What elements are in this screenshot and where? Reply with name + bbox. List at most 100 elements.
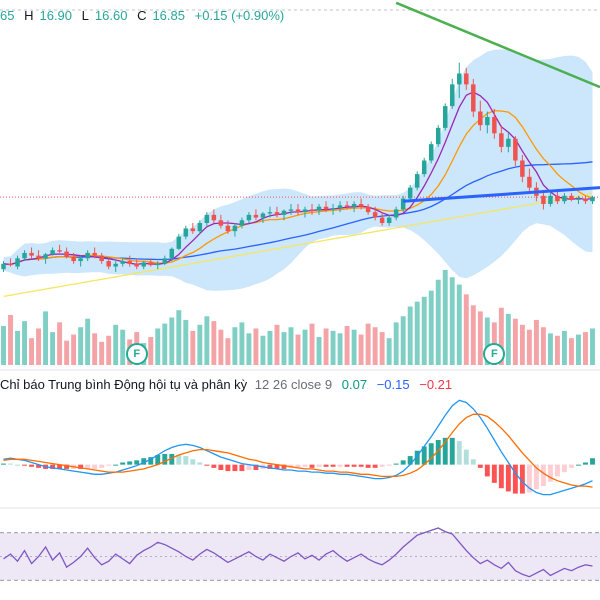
macd-histogram-bar xyxy=(141,458,147,465)
macd-histogram-bar xyxy=(148,457,154,465)
macd-histogram-bar xyxy=(442,437,448,465)
close-label: C xyxy=(137,8,147,23)
volume-bar xyxy=(85,318,91,365)
high-value: 16.90 xyxy=(39,8,73,23)
volume-bar xyxy=(463,294,469,365)
candle-body xyxy=(211,214,217,221)
macd-histogram-bar xyxy=(78,464,84,469)
macd-histogram-bar xyxy=(526,464,532,493)
macd-histogram-bar xyxy=(113,464,119,466)
volume-bar xyxy=(414,301,420,365)
macd-histogram-bar xyxy=(15,464,20,466)
candle-body xyxy=(176,236,182,249)
volume-bar xyxy=(351,329,357,365)
macd-histogram-bar xyxy=(470,459,476,465)
candle-body xyxy=(218,220,224,226)
macd-histogram-bar xyxy=(583,462,588,465)
volume-bar xyxy=(456,284,462,365)
macd-histogram-bar xyxy=(29,464,35,467)
candle-body xyxy=(260,213,266,218)
macd-histogram-bar xyxy=(204,464,210,466)
candle-body xyxy=(57,250,62,252)
volume-bar xyxy=(330,330,336,365)
volume-bar xyxy=(246,333,252,365)
candle-body xyxy=(1,263,6,270)
macd-histogram-bar xyxy=(576,464,581,466)
volume-bar xyxy=(267,330,273,365)
volume-bar xyxy=(15,330,20,365)
volume-bar xyxy=(232,327,238,365)
volume-bar xyxy=(162,323,168,365)
candle-body xyxy=(204,214,210,224)
candle-body xyxy=(400,198,406,210)
volume-bar xyxy=(533,319,539,365)
macd-histogram-bar xyxy=(569,464,574,468)
ohlc-legend: 65 H 16.90 L 16.60 C 16.85 +0.15 (+0.90%) xyxy=(0,8,290,23)
financials-badge[interactable]: F xyxy=(483,343,506,365)
macd-histogram-bar xyxy=(540,464,546,487)
candle-body xyxy=(141,262,146,267)
macd-histogram-bar xyxy=(218,464,224,470)
macd-histogram-bar xyxy=(211,464,217,468)
volume-bar xyxy=(78,327,84,365)
candle-body xyxy=(492,116,497,134)
macd-histogram-bar xyxy=(225,464,231,472)
macd-histogram-bar xyxy=(50,464,56,469)
volume-bar xyxy=(372,327,378,365)
macd-panel xyxy=(1,399,595,496)
macd-value-3: −0.21 xyxy=(419,377,453,392)
candle-body xyxy=(541,195,546,204)
candle-body xyxy=(372,212,378,218)
macd-histogram-bar xyxy=(365,464,371,468)
candle-body xyxy=(309,209,315,211)
candle-body xyxy=(407,187,413,199)
macd-histogram-bar xyxy=(232,464,238,472)
financials-badge[interactable]: F xyxy=(125,343,148,365)
candle-body xyxy=(344,205,350,207)
volume-bar xyxy=(302,329,308,365)
volume-bar xyxy=(435,279,441,365)
macd-signal-line xyxy=(3,413,593,488)
macd-histogram-bar xyxy=(435,440,441,465)
volume-bar xyxy=(197,324,203,365)
macd-histogram-bar xyxy=(295,464,301,468)
candle-body xyxy=(22,252,27,259)
volume-bar xyxy=(512,318,518,365)
macd-histogram-bar xyxy=(393,463,399,465)
macd-histogram-bar xyxy=(99,464,105,468)
macd-histogram-bar xyxy=(386,464,392,466)
candle-body xyxy=(43,254,48,259)
candle-body xyxy=(197,223,203,232)
candle-body xyxy=(50,250,55,255)
macd-histogram-bar xyxy=(246,464,252,470)
candle-body xyxy=(443,106,448,128)
volume-bar xyxy=(120,329,126,365)
candle-body xyxy=(330,208,336,210)
volume-bar xyxy=(176,310,182,365)
candle-body xyxy=(562,195,567,202)
open-value: 65 xyxy=(0,8,15,23)
rsi-line xyxy=(3,527,593,578)
volume-bar xyxy=(407,306,413,365)
macd-histogram-bar xyxy=(127,461,133,465)
volume-bar xyxy=(386,338,392,365)
macd-line xyxy=(3,399,593,496)
volume-bar xyxy=(218,329,224,365)
candle-body xyxy=(120,261,125,264)
volume-bar xyxy=(498,307,504,365)
macd-histogram-bar xyxy=(330,464,336,467)
macd-histogram-bar xyxy=(477,464,483,468)
macd-histogram-bar xyxy=(267,464,273,469)
macd-histogram-bar xyxy=(484,464,490,477)
macd-indicator-name[interactable]: Chỉ báo Trung bình Động hội tụ và phân k… xyxy=(0,377,248,392)
volume-bar xyxy=(260,335,266,365)
volume-bar xyxy=(554,335,560,365)
macd-histogram-bar xyxy=(253,464,259,470)
candle-body xyxy=(506,138,511,147)
candle-body xyxy=(393,209,399,218)
macd-histogram-bar xyxy=(281,464,287,469)
close-value: 16.85 xyxy=(152,8,185,23)
macd-histogram-bar xyxy=(463,449,469,465)
macd-histogram-bar xyxy=(372,464,378,468)
